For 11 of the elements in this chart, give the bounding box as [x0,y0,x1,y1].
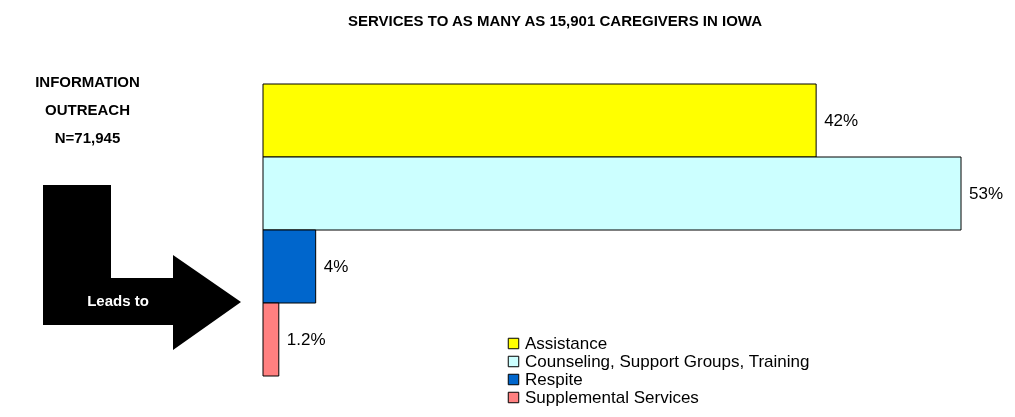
text: INFORMATION OUTREACH N=71,945 [34,72,141,148]
legend-label: Counseling, Support Groups, Training [525,351,810,371]
legend-label: Assistance [525,333,608,353]
text: Leads to [86,292,150,309]
data-label: 4% [323,256,349,276]
data-label: 42% [824,110,859,130]
legend-label: Respite [525,369,583,389]
data-label: 1.2% [286,329,326,349]
data-label: 53% [969,183,1004,203]
chart-title: SERVICES TO AS MANY AS 15,901 CAREGIVERS IN IOWA [347,12,763,29]
legend-label: Supplemental Services [525,387,699,407]
